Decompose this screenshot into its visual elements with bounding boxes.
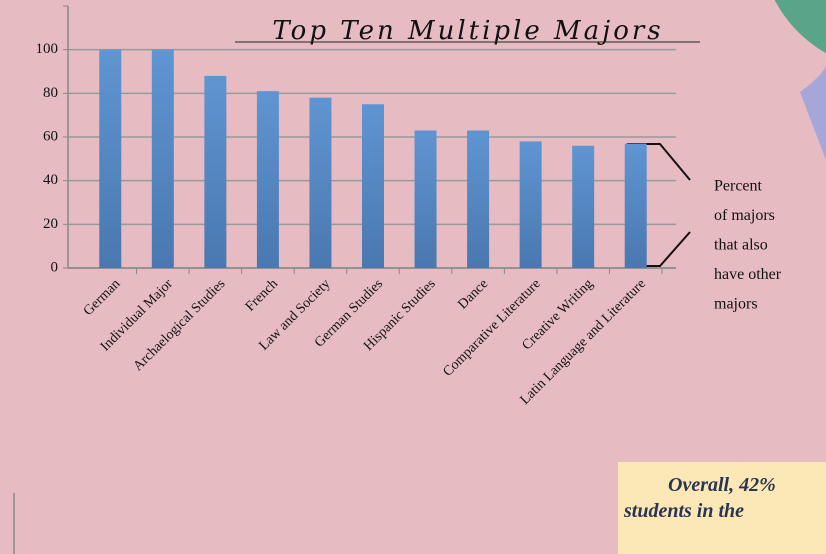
x-tick-label: German	[81, 276, 123, 318]
y-tick-label: 60	[43, 128, 58, 144]
callout: Overall, 42% students in the	[618, 462, 826, 554]
annotation: Percent	[714, 178, 763, 195]
chart-title: Top Ten Multiple Majors	[272, 16, 663, 46]
bar	[572, 145, 595, 268]
y-tick-label: 20	[43, 216, 58, 232]
bar	[467, 130, 490, 268]
y-tick-label: 80	[43, 85, 58, 101]
x-tick-label: Archaelogical Studies	[131, 276, 229, 374]
decor-shape	[800, 60, 826, 160]
bar	[624, 143, 647, 268]
bar	[309, 97, 332, 268]
x-tick-label: Dance	[455, 276, 491, 312]
annotation: that also	[714, 237, 768, 254]
annotation: have other	[714, 266, 782, 283]
decor-circle	[774, 0, 826, 54]
bar	[414, 130, 437, 268]
bar	[151, 49, 174, 268]
bar	[99, 49, 122, 268]
bar	[256, 91, 279, 269]
x-tick-label: Comparative Literature	[441, 276, 544, 379]
y-tick-label: 100	[36, 41, 59, 57]
callout-text: Overall, 42%	[668, 474, 776, 496]
bar	[362, 104, 384, 268]
annotation: of majors	[714, 207, 775, 224]
y-tick-label: 0	[51, 259, 59, 275]
y-tick-label: 40	[43, 172, 58, 188]
annotation: majors	[714, 296, 758, 313]
bar	[204, 75, 227, 268]
bar	[519, 141, 542, 268]
x-tick-label: French	[243, 276, 281, 314]
callout-text: students in the	[624, 500, 745, 522]
